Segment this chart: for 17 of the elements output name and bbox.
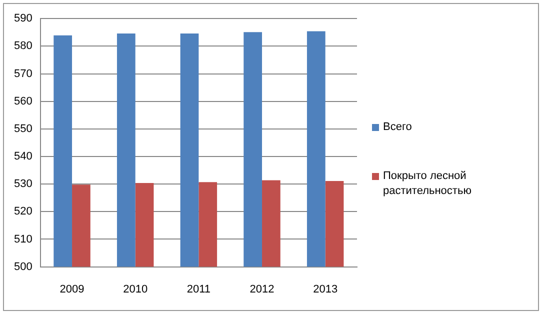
x-tick-label: 2013 — [313, 283, 338, 296]
y-tick-label: 570 — [14, 68, 32, 80]
y-tick-label: 530 — [14, 178, 32, 190]
y-tick-label: 590 — [14, 12, 32, 25]
legend-label: Всего — [383, 120, 412, 135]
x-tick-label: 2012 — [250, 283, 274, 296]
y-tick-label: 540 — [14, 150, 32, 163]
y-tick-label: 520 — [14, 206, 32, 218]
y-tick-label: 550 — [14, 122, 32, 135]
x-tick-label: 2010 — [123, 283, 148, 296]
x-tick-label: 2011 — [186, 283, 211, 296]
y-tick-label: 560 — [14, 95, 32, 108]
legend-label: Покрыто лесной растительностью — [383, 169, 472, 199]
x-tick-label: 2009 — [60, 283, 84, 296]
y-tick-label: 580 — [14, 40, 32, 52]
y-tick-label: 500 — [14, 260, 32, 273]
y-tick-label: 510 — [14, 233, 32, 246]
